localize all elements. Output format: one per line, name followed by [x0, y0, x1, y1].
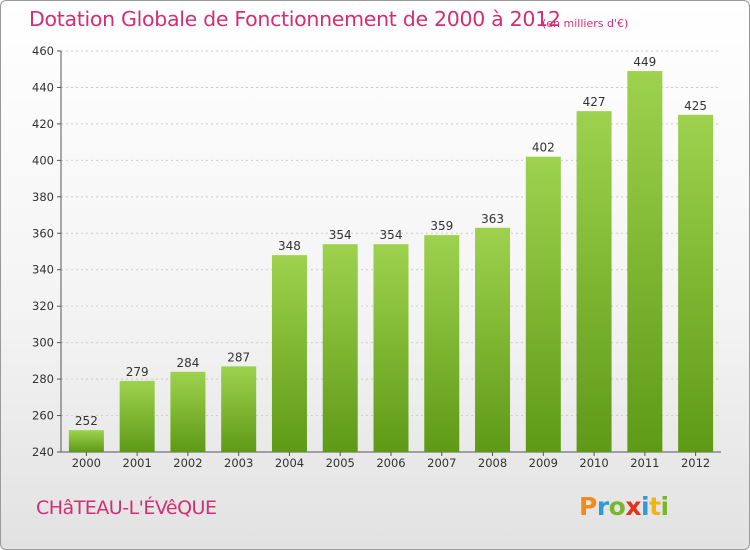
- data-label: 354: [329, 228, 352, 242]
- data-label: 252: [75, 414, 98, 428]
- x-tick-label: 2008: [478, 456, 507, 470]
- y-tick-label: 340: [32, 263, 54, 277]
- logo-letter: r: [596, 492, 609, 521]
- bar: [170, 371, 206, 452]
- y-tick-label: 380: [32, 190, 54, 204]
- logo-letter: o: [608, 492, 626, 521]
- y-tick-label: 360: [32, 226, 54, 240]
- bar: [68, 430, 104, 452]
- logo-letter: t: [649, 492, 661, 521]
- bar: [373, 244, 409, 452]
- bar: [525, 156, 561, 452]
- x-tick-label: 2003: [224, 456, 253, 470]
- data-label: 402: [532, 141, 555, 155]
- x-tick-label: 2012: [681, 456, 710, 470]
- data-label: 284: [176, 356, 199, 370]
- bar: [576, 111, 612, 453]
- bar: [627, 71, 663, 453]
- logo-letter: P: [579, 492, 597, 521]
- x-tick-label: 2011: [630, 456, 659, 470]
- x-tick-label: 2007: [427, 456, 456, 470]
- commune-name: CHâTEAU-L'ÉVêQUE: [36, 497, 217, 519]
- y-tick-label: 460: [32, 44, 54, 58]
- data-label: 348: [278, 239, 301, 253]
- bar: [221, 366, 257, 452]
- bar: [119, 380, 155, 452]
- y-tick-label: 320: [32, 299, 54, 313]
- bars: [68, 71, 714, 453]
- x-tick-label: 2009: [529, 456, 558, 470]
- proxiti-logo: Proxiti: [579, 492, 669, 521]
- x-tick-label: 2001: [123, 456, 152, 470]
- x-tick-label: 2010: [579, 456, 608, 470]
- data-label: 425: [684, 99, 707, 113]
- x-tick-label: 2006: [376, 456, 405, 470]
- data-label: 427: [583, 95, 606, 109]
- y-tick-label: 440: [32, 80, 54, 94]
- x-tick-label: 2000: [72, 456, 101, 470]
- bar: [424, 235, 460, 452]
- chart-title: Dotation Globale de Fonctionnement de 20…: [29, 7, 561, 31]
- bar: [475, 227, 511, 452]
- bar: [271, 255, 307, 452]
- data-label: 279: [126, 365, 149, 379]
- y-tick-label: 240: [32, 445, 54, 459]
- logo-letter: x: [625, 492, 641, 521]
- data-label: 354: [380, 228, 403, 242]
- data-label: 359: [430, 219, 453, 233]
- logo-letter: i: [660, 492, 670, 521]
- bar: [322, 244, 358, 452]
- data-label: 287: [227, 350, 250, 364]
- labels: 240 260 280 300 320 340 360 380 400 420 440 460 252 2…: [32, 44, 710, 470]
- x-tick-label: 2005: [326, 456, 355, 470]
- y-tick-label: 300: [32, 336, 54, 350]
- y-tick-label: 420: [32, 117, 54, 131]
- chart-subtitle: (en milliers d'€): [542, 17, 629, 30]
- x-tick-label: 2002: [173, 456, 202, 470]
- y-tick-label: 280: [32, 372, 54, 386]
- logo-letter: i: [641, 492, 650, 521]
- bar: [678, 114, 714, 452]
- data-label: 363: [481, 212, 504, 226]
- y-tick-label: 400: [32, 153, 54, 167]
- y-tick-label: 260: [32, 409, 54, 423]
- data-label: 449: [633, 55, 656, 69]
- x-tick-label: 2004: [275, 456, 304, 470]
